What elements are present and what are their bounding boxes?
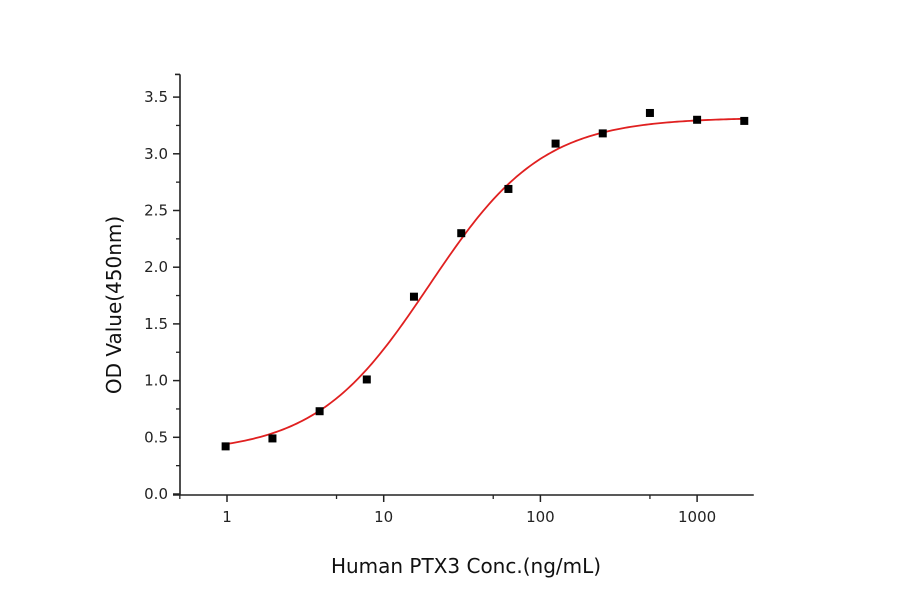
y-tick-label: 1.5 [144, 315, 168, 333]
data-point-marker [598, 129, 607, 138]
y-tick-label: 1.0 [144, 372, 168, 390]
y-tick-label: 0.5 [144, 428, 168, 446]
data-point-marker [551, 139, 560, 148]
fit-curve [226, 117, 745, 445]
y-tick-label: 3.5 [144, 88, 168, 106]
x-tick-label: 1 [222, 508, 232, 526]
data-point-marker [409, 292, 418, 301]
y-tick-label: 0.0 [144, 485, 168, 503]
y-tick-label: 3.0 [144, 145, 168, 163]
x-tick-label: 100 [526, 508, 555, 526]
data-point-marker [504, 184, 513, 193]
y-tick-label: 2.5 [144, 202, 168, 220]
data-point-marker [221, 442, 230, 451]
data-point-marker [645, 108, 654, 117]
axis-ticks [173, 96, 698, 502]
data-point-marker [457, 229, 466, 238]
data-point-marker [740, 116, 749, 125]
axis-tick-labels: 0.0 0.5 1.0 1.5 2.0 2.5 3.0 3.5 1 10 100 1000 [144, 88, 716, 526]
x-tick-label: 10 [374, 508, 393, 526]
y-axis-title: OD Value(450nm) [102, 216, 126, 394]
data-point-marker [268, 434, 277, 443]
x-axis-title: Human PTX3 Conc.(ng/mL) [331, 554, 601, 578]
data-points [221, 108, 749, 451]
data-point-marker [315, 407, 324, 416]
y-tick-label: 2.0 [144, 258, 168, 276]
data-point-marker [693, 115, 702, 124]
x-tick-label: 1000 [678, 508, 716, 526]
data-point-marker [362, 375, 371, 384]
chart-axes [173, 73, 754, 496]
